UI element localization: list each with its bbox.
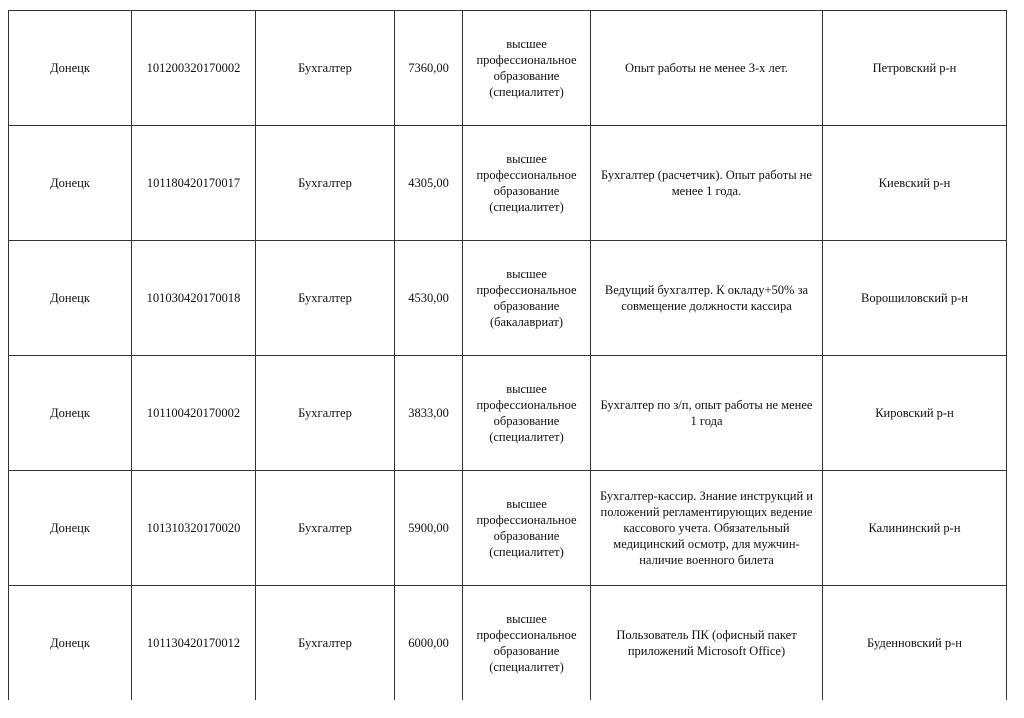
position-cell: Бухгалтер [255,470,395,586]
vacancy-code-cell: 101030420170018 [131,240,256,356]
vacancy-code-cell: 101130420170012 [131,585,256,700]
education-cell: высшее профессиональное образование (спе… [462,125,591,241]
position-cell: Бухгалтер [255,355,395,471]
vacancy-code-cell: 101100420170002 [131,355,256,471]
education-cell: высшее профессиональное образование (бак… [462,240,591,356]
requirements-cell: Бухгалтер-кассир. Знание инструкций и по… [590,470,823,586]
city-cell: Донецк [8,125,132,241]
table-row: Донецк 101180420170017 Бухгалтер 4305,00 выс… [8,125,1007,241]
education-cell: высшее профессиональное образование (спе… [462,585,591,700]
district-cell: Ворошиловский р-н [822,240,1007,356]
requirements-cell: Бухгалтер по з/п, опыт работы не менее 1… [590,355,823,471]
district-cell: Буденновский р-н [822,585,1007,700]
table-row: Донецк 101030420170018 Бухгалтер 4530,00 выс… [8,240,1007,356]
salary-cell: 6000,00 [394,585,463,700]
city-cell: Донецк [8,355,132,471]
salary-cell: 3833,00 [394,355,463,471]
table-row: Донецк 101130420170012 Бухгалтер 6000,00 выс… [8,585,1007,700]
requirements-cell: Бухгалтер (расчетчик). Опыт работы не ме… [590,125,823,241]
city-cell: Донецк [8,585,132,700]
salary-cell: 4305,00 [394,125,463,241]
vacancy-code-cell: 101310320170020 [131,470,256,586]
salary-cell: 5900,00 [394,470,463,586]
position-cell: Бухгалтер [255,585,395,700]
district-cell: Петровский р-н [822,10,1007,126]
position-cell: Бухгалтер [255,10,395,126]
city-cell: Донецк [8,240,132,356]
city-cell: Донецк [8,470,132,586]
district-cell: Кировский р-н [822,355,1007,471]
district-cell: Киевский р-н [822,125,1007,241]
table-row: Донецк 101310320170020 Бухгалтер 5900,00 выс… [8,470,1007,586]
requirements-cell: Пользователь ПК (офисный пакет приложени… [590,585,823,700]
education-cell: высшее профессиональное образование (спе… [462,355,591,471]
position-cell: Бухгалтер [255,125,395,241]
requirements-cell: Опыт работы не менее 3-х лет. [590,10,823,126]
salary-cell: 4530,00 [394,240,463,356]
district-cell: Калининский р-н [822,470,1007,586]
vacancy-table: Донецк 101200320170002 Бухгалтер 7360,00 выс… [8,10,1007,700]
education-cell: высшее профессиональное образование (спе… [462,470,591,586]
position-cell: Бухгалтер [255,240,395,356]
requirements-cell: Ведущий бухгалтер. К окладу+50% за совме… [590,240,823,356]
vacancy-code-cell: 101200320170002 [131,10,256,126]
education-cell: высшее профессиональное образование (спе… [462,10,591,126]
salary-cell: 7360,00 [394,10,463,126]
vacancy-code-cell: 101180420170017 [131,125,256,241]
table-row: Донецк 101100420170002 Бухгалтер 3833,00 выс… [8,355,1007,471]
table-row: Донецк 101200320170002 Бухгалтер 7360,00 выс… [8,10,1007,126]
city-cell: Донецк [8,10,132,126]
